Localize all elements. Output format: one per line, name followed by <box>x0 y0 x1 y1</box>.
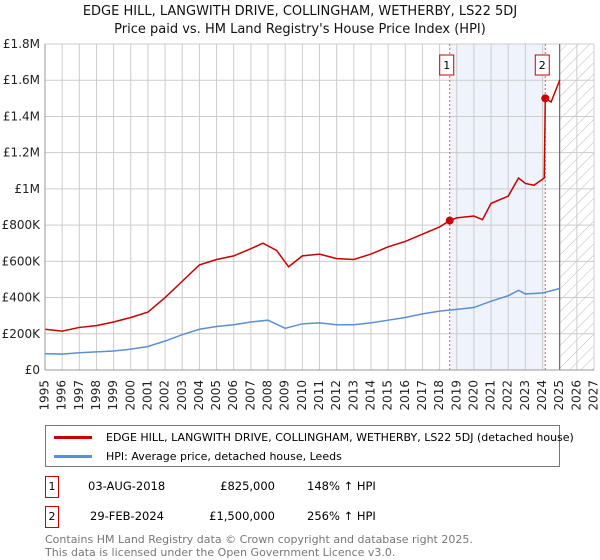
marker-label: 1 <box>443 59 450 72</box>
x-tick-label: 2013 <box>346 380 360 411</box>
transaction-price: £825,000 <box>220 479 275 493</box>
transaction-date: 29-FEB-2024 <box>90 509 164 523</box>
footer-line: Contains HM Land Registry data © Crown c… <box>45 533 473 546</box>
x-tick-label: 2014 <box>363 380 377 411</box>
x-tick-label: 2020 <box>466 380 480 411</box>
legend: EDGE HILL, LANGWITH DRIVE, COLLINGHAM, W… <box>45 425 574 467</box>
x-tick-label: 2001 <box>140 380 154 411</box>
x-tick-label: 1996 <box>55 380 69 411</box>
x-tick-label: 2026 <box>569 380 583 411</box>
x-tick-label: 2022 <box>501 380 515 411</box>
x-tick-label: 2025 <box>552 380 566 411</box>
footer-line: This data is licensed under the Open Gov… <box>45 546 396 559</box>
sale-point <box>541 94 550 103</box>
marker-badge: 1 <box>45 476 59 498</box>
transaction-date: 03-AUG-2018 <box>88 479 166 493</box>
x-tick-label: 2015 <box>381 380 395 411</box>
x-tick-label: 1999 <box>106 380 120 411</box>
x-tick-label: 2009 <box>278 380 292 411</box>
x-tick-label: 1995 <box>38 380 52 411</box>
y-tick-label: £1M <box>14 182 40 196</box>
x-tick-label: 2007 <box>243 380 257 411</box>
y-tick-label: £1.8M <box>3 37 40 51</box>
price-paid-line <box>44 79 561 332</box>
y-tick-label: £200K <box>2 327 42 341</box>
x-tick-label: 2002 <box>158 380 172 411</box>
transaction-row: 1 03-AUG-2018 £825,000 148% ↑ HPI <box>45 476 445 498</box>
x-tick-label: 2023 <box>518 380 532 411</box>
hpi-line <box>44 287 560 355</box>
transaction-row: 2 29-FEB-2024 £1,500,000 256% ↑ HPI <box>45 506 445 528</box>
x-tick-label: 2018 <box>432 380 446 411</box>
x-tick-label: 2027 <box>587 380 600 411</box>
y-tick-label: £0 <box>25 363 40 377</box>
legend-swatch-blue <box>54 455 92 458</box>
legend-label-hpi: HPI: Average price, detached house, Leed… <box>106 450 342 463</box>
y-tick-label: £1.4M <box>3 109 40 123</box>
sale-period-shading <box>449 44 546 370</box>
footer: Contains HM Land Registry data © Crown c… <box>45 533 473 559</box>
y-tick-label: £400K <box>2 291 42 305</box>
x-tick-label: 2008 <box>261 380 275 411</box>
marker-label-box <box>534 54 550 76</box>
marker-badge: 2 <box>45 506 59 528</box>
legend-label-property: EDGE HILL, LANGWITH DRIVE, COLLINGHAM, W… <box>106 431 574 444</box>
legend-swatch-red <box>54 436 92 439</box>
x-tick-label: 2003 <box>175 380 189 411</box>
y-tick-label: £600K <box>2 254 42 268</box>
x-tick-label: 2024 <box>535 380 549 411</box>
x-tick-label: 2019 <box>449 380 463 411</box>
x-tick-label: 2005 <box>209 380 223 411</box>
x-tick-label: 2012 <box>329 380 343 411</box>
transaction-price: £1,500,000 <box>209 509 275 523</box>
x-tick-label: 2010 <box>295 380 309 411</box>
x-tick-label: 2017 <box>415 380 429 411</box>
y-tick-label: £800K <box>2 218 42 232</box>
chart: 1995 1996 1997 1998 1999 2000 2001 2002 2003 2004… <box>2 37 600 411</box>
x-tick-label: 1997 <box>72 380 86 411</box>
marker-label-box <box>439 54 455 76</box>
chart-subtitle: Price paid vs. HM Land Registry's House … <box>114 22 486 37</box>
x-tick-label: 2000 <box>123 380 137 411</box>
y-tick-label: £1.6M <box>3 73 40 87</box>
x-tick-label: 1998 <box>89 380 103 411</box>
transaction-hpi: 148% ↑ HPI <box>307 479 376 493</box>
x-tick-label: 2021 <box>484 380 498 411</box>
marker-label: 2 <box>539 59 546 72</box>
sale-point <box>445 216 454 225</box>
x-tick-label: 2016 <box>398 380 412 411</box>
x-tick-label: 2006 <box>226 380 240 411</box>
y-tick-label: £1.2M <box>3 146 40 160</box>
x-tick-label: 2011 <box>312 380 326 411</box>
transaction-hpi: 256% ↑ HPI <box>307 509 376 523</box>
chart-title: EDGE HILL, LANGWITH DRIVE, COLLINGHAM, W… <box>82 4 518 19</box>
x-tick-label: 2004 <box>192 380 206 411</box>
